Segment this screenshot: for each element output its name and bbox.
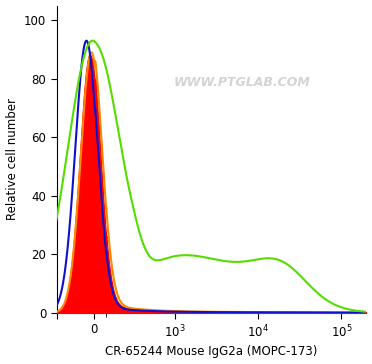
Text: WWW.PTGLAB.COM: WWW.PTGLAB.COM: [174, 76, 311, 89]
Y-axis label: Relative cell number: Relative cell number: [6, 98, 19, 220]
X-axis label: CR-65244 Mouse IgG2a (MOPC-173): CR-65244 Mouse IgG2a (MOPC-173): [105, 345, 318, 359]
